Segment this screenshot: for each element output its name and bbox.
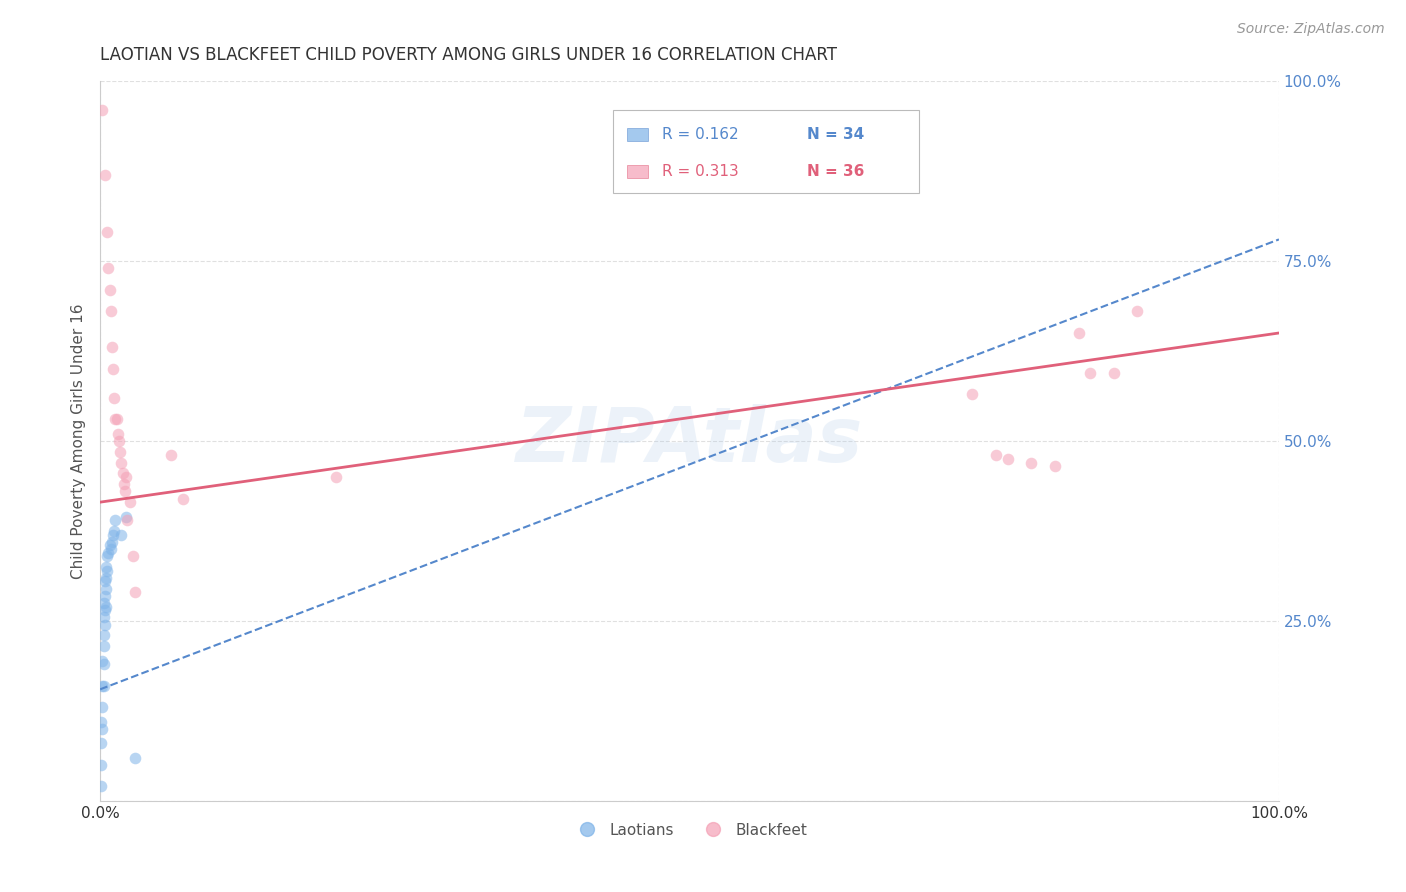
Point	[93, 639, 115, 653]
Point	[97, 261, 120, 276]
Point	[91, 653, 114, 667]
Point	[1126, 304, 1149, 318]
Point	[997, 452, 1019, 467]
Text: R = 0.162: R = 0.162	[662, 128, 740, 142]
Point	[94, 582, 117, 596]
Point	[103, 524, 125, 538]
Point	[94, 560, 117, 574]
Point	[94, 603, 117, 617]
Point	[93, 596, 115, 610]
Point	[105, 412, 128, 426]
Point	[93, 679, 115, 693]
Point	[1102, 366, 1125, 380]
Point	[94, 589, 117, 603]
Point	[890, 161, 912, 175]
Point	[104, 412, 127, 426]
Point	[115, 470, 138, 484]
Point	[101, 534, 124, 549]
Point	[96, 564, 118, 578]
Point	[124, 585, 146, 599]
Point	[962, 387, 984, 401]
Point	[103, 391, 125, 405]
Point	[1067, 326, 1090, 340]
Point	[172, 491, 194, 506]
Point	[1021, 456, 1043, 470]
Point	[98, 538, 121, 552]
Point	[1043, 459, 1066, 474]
Text: N = 34: N = 34	[807, 128, 865, 142]
Point	[112, 477, 135, 491]
Point	[100, 304, 122, 318]
Point	[101, 362, 124, 376]
FancyBboxPatch shape	[627, 128, 648, 141]
Point	[91, 722, 114, 736]
Point	[94, 571, 117, 585]
Point	[91, 103, 114, 117]
FancyBboxPatch shape	[627, 165, 648, 178]
Text: N = 36: N = 36	[807, 164, 865, 179]
Point	[104, 513, 127, 527]
Point	[90, 757, 112, 772]
Y-axis label: Child Poverty Among Girls Under 16: Child Poverty Among Girls Under 16	[72, 303, 86, 579]
Point	[94, 574, 117, 589]
Point	[96, 225, 118, 239]
Point	[100, 541, 122, 556]
Point	[93, 610, 115, 624]
Point	[1078, 366, 1101, 380]
Point	[325, 470, 347, 484]
Point	[101, 527, 124, 541]
Text: Source: ZipAtlas.com: Source: ZipAtlas.com	[1237, 22, 1385, 37]
Point	[91, 679, 114, 693]
Legend: Laotians, Blackfeet: Laotians, Blackfeet	[565, 816, 814, 844]
FancyBboxPatch shape	[613, 110, 920, 193]
Point	[115, 509, 138, 524]
Point	[94, 617, 117, 632]
Point	[93, 628, 115, 642]
Point	[107, 426, 129, 441]
Point	[98, 283, 121, 297]
Point	[114, 484, 136, 499]
Text: ZIPAtlas: ZIPAtlas	[516, 404, 863, 478]
Point	[93, 657, 115, 672]
Point	[115, 513, 138, 527]
Point	[96, 549, 118, 563]
Point	[90, 736, 112, 750]
Point	[984, 448, 1007, 462]
Point	[122, 549, 145, 563]
Point	[97, 545, 120, 559]
Point	[110, 527, 132, 541]
Point	[124, 750, 146, 764]
Point	[91, 700, 114, 714]
Point	[90, 780, 112, 794]
Point	[94, 599, 117, 614]
Text: R = 0.313: R = 0.313	[662, 164, 740, 179]
Point	[108, 444, 131, 458]
Point	[118, 495, 141, 509]
Point	[90, 714, 112, 729]
Point	[108, 434, 131, 448]
Point	[101, 340, 124, 354]
Point	[111, 467, 134, 481]
Point	[94, 168, 117, 182]
Text: LAOTIAN VS BLACKFEET CHILD POVERTY AMONG GIRLS UNDER 16 CORRELATION CHART: LAOTIAN VS BLACKFEET CHILD POVERTY AMONG…	[100, 46, 837, 64]
Point	[110, 456, 132, 470]
Point	[160, 448, 183, 462]
